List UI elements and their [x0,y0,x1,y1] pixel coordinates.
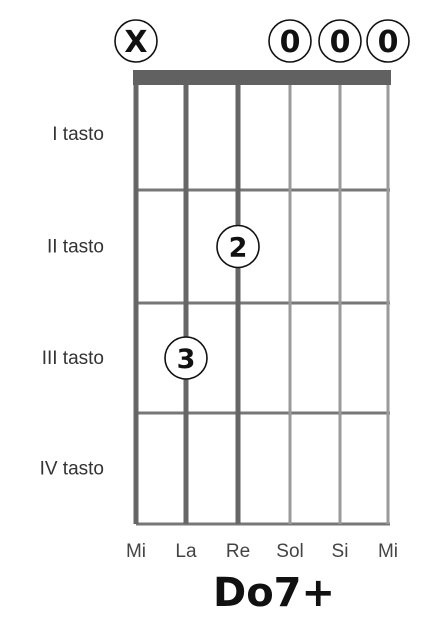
nut [133,70,391,85]
finger-number: 3 [177,344,196,375]
marker-symbol: X [124,25,147,60]
marker-symbol: 0 [378,25,399,60]
string-name: Si [332,541,349,562]
marker-ring [268,19,312,63]
finger-ring [216,224,260,269]
marker-ring [318,19,362,63]
string-name: La [175,541,197,562]
string-names: Mi La Re Sol Si Mi [126,541,398,562]
marker-symbol: 0 [280,25,301,60]
fret-labels: I tasto II tasto III tasto IV tasto [40,124,104,480]
fretboard [133,70,391,526]
marker-ring [366,19,410,63]
chord-name: Do7+ [213,570,335,616]
string-name: Re [226,541,250,562]
string-name: Mi [126,541,146,562]
muted-string-marker: X [114,19,158,63]
open-string-marker: 0 [268,19,312,63]
string-name: Mi [378,541,398,562]
open-string-marker: 0 [318,19,362,63]
string-name: Sol [276,541,303,562]
fret-label: II tasto [47,237,104,258]
fret-label: III tasto [42,348,104,369]
open-string-marker: 0 [366,19,410,63]
finger-dot: 3 [164,336,208,380]
finger-positions: 23 [164,224,260,380]
finger-number: 2 [229,233,248,264]
finger-ring [164,336,208,380]
fret-label: IV tasto [40,459,104,480]
fret-label: I tasto [52,124,104,145]
marker-ring [114,19,158,63]
marker-symbol: 0 [330,25,351,60]
finger-dot: 2 [216,224,260,269]
